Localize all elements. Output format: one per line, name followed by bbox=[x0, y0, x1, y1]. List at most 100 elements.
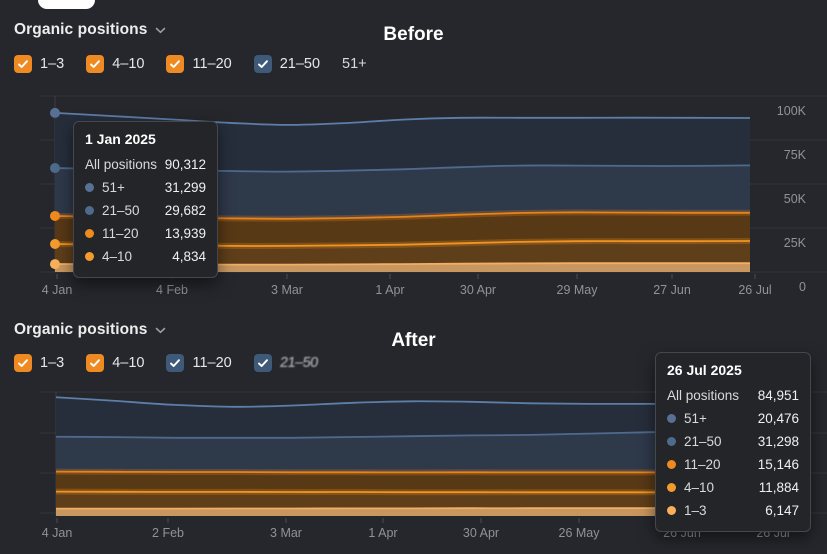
svg-text:1 Apr: 1 Apr bbox=[375, 283, 404, 297]
svg-text:0: 0 bbox=[799, 280, 806, 294]
tooltip-row-51+: 51+ 31,299 bbox=[85, 176, 206, 199]
tooltip-row-value: 20,476 bbox=[757, 411, 799, 426]
cursor-pill bbox=[38, 0, 95, 9]
series-dot-icon bbox=[667, 483, 676, 492]
checkbox-checked-icon[interactable] bbox=[14, 354, 32, 372]
svg-text:29 May: 29 May bbox=[557, 283, 599, 297]
svg-text:3 Mar: 3 Mar bbox=[270, 526, 302, 540]
before-chart-tooltip: 1 Jan 2025 All positions 90,312 51+ 31,29… bbox=[73, 121, 218, 278]
svg-text:4 Feb: 4 Feb bbox=[156, 283, 188, 297]
organic-positions-label: Organic positions bbox=[14, 321, 148, 338]
tooltip-date: 26 Jul 2025 bbox=[667, 362, 742, 378]
position-filters-before: 1–3 4–10 11–20 21–50 51+ bbox=[14, 55, 367, 73]
before-chart-canvas[interactable]: 100K 75K 50K 25K 0 4 Jan 4 Feb 3 Mar 1 Apr 30 Apr… bbox=[0, 85, 827, 305]
tooltip-row-label: 1–3 bbox=[684, 503, 707, 518]
tooltip-row-label: 4–10 bbox=[102, 249, 133, 264]
after-chart-tooltip: 26 Jul 2025 All positions 84,951 51+ 20,4… bbox=[655, 352, 811, 532]
tooltip-total-row: All positions 84,951 bbox=[667, 384, 799, 407]
tooltip-row-label: 11–20 bbox=[684, 457, 721, 472]
tooltip-row-1-3: 1–3 6,147 bbox=[667, 499, 799, 522]
tooltip-total-value: 90,312 bbox=[164, 157, 206, 172]
series-dot-icon bbox=[85, 183, 94, 192]
filter-label: 1–3 bbox=[40, 355, 65, 371]
filter-positions-51+[interactable]: 51+ bbox=[342, 56, 367, 72]
series-dot-icon bbox=[667, 506, 676, 515]
tooltip-total-row: All positions 90,312 bbox=[85, 153, 206, 176]
filter-label: 4–10 bbox=[112, 355, 145, 371]
filter-positions-1-3[interactable]: 1–3 bbox=[14, 55, 64, 73]
svg-text:4 Jan: 4 Jan bbox=[42, 283, 73, 297]
tooltip-row-label: 21–50 bbox=[684, 434, 722, 449]
checkbox-checked-icon[interactable] bbox=[166, 354, 185, 372]
tooltip-row-value: 29,682 bbox=[164, 203, 206, 218]
filter-label: 1–3 bbox=[40, 56, 65, 72]
svg-text:25K: 25K bbox=[784, 236, 807, 250]
svg-text:50K: 50K bbox=[784, 192, 807, 206]
tooltip-row-label: 51+ bbox=[684, 411, 707, 426]
tooltip-row-value: 11,884 bbox=[758, 480, 799, 495]
tooltip-row-value: 31,299 bbox=[164, 180, 206, 195]
tooltip-row-11-20: 11–20 13,939 bbox=[85, 222, 206, 245]
tooltip-row-label: 11–20 bbox=[102, 226, 139, 241]
filter-positions-11-20[interactable]: 11–20 bbox=[166, 354, 232, 372]
tooltip-row-label: 51+ bbox=[102, 180, 125, 195]
filter-positions-4-10[interactable]: 4–10 bbox=[86, 55, 144, 73]
after-title: After bbox=[391, 330, 436, 351]
after-chart-canvas[interactable]: 4 Jan 2 Feb 3 Mar 1 Apr 30 Apr 26 May 26 Jun 26… bbox=[0, 378, 827, 554]
filter-label: 21–50 bbox=[279, 56, 321, 72]
filter-positions-4-10[interactable]: 4–10 bbox=[86, 354, 144, 372]
svg-text:2 Feb: 2 Feb bbox=[152, 526, 184, 540]
tooltip-row-value: 6,147 bbox=[765, 503, 799, 518]
checkbox-checked-icon[interactable] bbox=[86, 55, 105, 73]
organic-positions-dropdown-before[interactable]: Organic positions bbox=[14, 21, 166, 39]
filter-label: 11–20 bbox=[192, 56, 232, 72]
filter-label: 51+ bbox=[342, 56, 367, 72]
svg-text:100K: 100K bbox=[777, 104, 807, 118]
svg-text:27 Jun: 27 Jun bbox=[653, 283, 691, 297]
tooltip-row-21-50: 21–50 29,682 bbox=[85, 199, 206, 222]
tooltip-row-11-20: 11–20 15,146 bbox=[667, 453, 799, 476]
tooltip-row-4-10: 4–10 11,884 bbox=[667, 476, 799, 499]
tooltip-row-21-50: 21–50 31,298 bbox=[667, 430, 799, 453]
series-dot-icon bbox=[85, 252, 94, 261]
series-dot-icon bbox=[85, 229, 94, 238]
position-filters-after: 1–3 4–10 11–20 21–50 bbox=[14, 354, 319, 372]
chevron-down-icon bbox=[155, 327, 166, 334]
organic-positions-label: Organic positions bbox=[14, 21, 148, 38]
svg-text:26 May: 26 May bbox=[559, 526, 601, 540]
chevron-down-icon bbox=[155, 27, 166, 34]
filter-positions-1-3[interactable]: 1–3 bbox=[14, 354, 64, 372]
filter-label: 21–50 bbox=[278, 355, 319, 371]
tooltip-total-value: 84,951 bbox=[757, 388, 799, 403]
filter-label: 11–20 bbox=[192, 355, 232, 371]
series-dot-icon bbox=[667, 460, 676, 469]
filter-positions-21-50[interactable]: 21–50 bbox=[253, 354, 319, 372]
series-dot-icon bbox=[85, 206, 94, 215]
svg-text:4 Jan: 4 Jan bbox=[42, 526, 73, 540]
tooltip-row-value: 31,298 bbox=[757, 434, 799, 449]
checkbox-checked-icon[interactable] bbox=[14, 55, 32, 73]
svg-text:26 Jul: 26 Jul bbox=[738, 283, 771, 297]
tooltip-row-value: 15,146 bbox=[757, 457, 799, 472]
series-dot-icon bbox=[667, 437, 676, 446]
series-dot-icon bbox=[667, 414, 676, 423]
svg-text:1 Apr: 1 Apr bbox=[368, 526, 397, 540]
tooltip-row-label: 21–50 bbox=[102, 203, 140, 218]
tooltip-total-label: All positions bbox=[667, 388, 740, 403]
filter-positions-11-20[interactable]: 11–20 bbox=[166, 55, 232, 73]
checkbox-checked-icon[interactable] bbox=[86, 354, 105, 372]
tooltip-row-4-10: 4–10 4,834 bbox=[85, 245, 206, 268]
svg-text:30 Apr: 30 Apr bbox=[463, 526, 499, 540]
checkbox-checked-icon[interactable] bbox=[166, 55, 185, 73]
checkbox-checked-icon[interactable] bbox=[253, 55, 272, 73]
organic-positions-dropdown-after[interactable]: Organic positions bbox=[14, 321, 166, 339]
tooltip-row-value: 4,834 bbox=[172, 249, 206, 264]
tooltip-row-label: 4–10 bbox=[684, 480, 715, 495]
svg-text:30 Apr: 30 Apr bbox=[460, 283, 496, 297]
checkbox-checked-icon[interactable] bbox=[253, 354, 272, 372]
filter-label: 4–10 bbox=[112, 56, 145, 72]
before-title: Before bbox=[383, 24, 444, 45]
tooltip-total-label: All positions bbox=[85, 157, 158, 172]
svg-text:75K: 75K bbox=[784, 148, 807, 162]
filter-positions-21-50[interactable]: 21–50 bbox=[253, 55, 321, 73]
